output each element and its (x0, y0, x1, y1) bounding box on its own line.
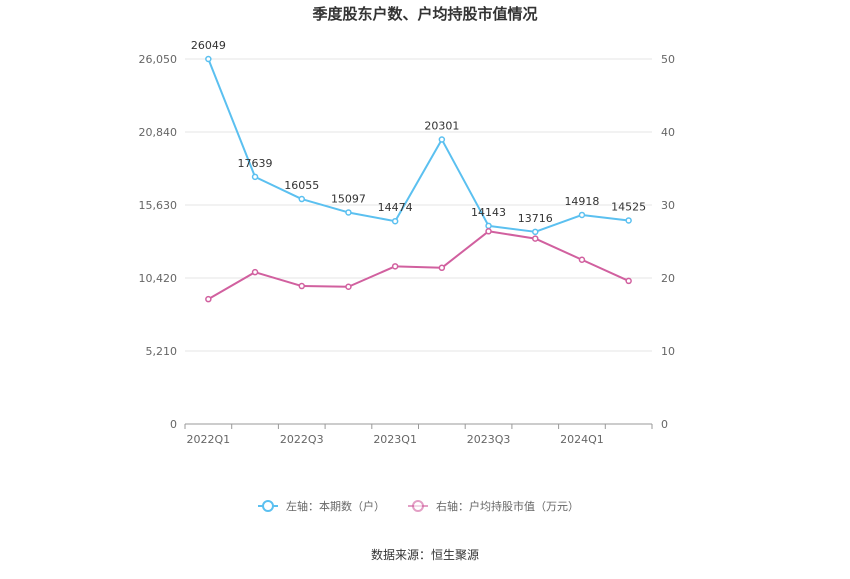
data-label: 17639 (238, 157, 273, 170)
legend-item-1[interactable]: 左轴：本期数（户） (258, 499, 385, 513)
y-left-tick-label: 26,050 (139, 53, 178, 66)
y-right-tick-label: 30 (661, 199, 675, 212)
legend-label: 右轴：户均持股市值（万元） (436, 499, 579, 513)
legend[interactable]: 左轴：本期数（户） 右轴：户均持股市值（万元） (258, 499, 579, 513)
data-label: 13716 (518, 212, 553, 225)
series-2-point (391, 263, 399, 270)
series-1-point (391, 217, 399, 225)
series-line-1 (207, 58, 629, 233)
data-label: 14918 (564, 195, 599, 208)
data-label: 15097 (331, 192, 366, 205)
x-tick-label: 2024Q1 (560, 433, 604, 446)
legend-item-2[interactable]: 右轴：户均持股市值（万元） (408, 499, 579, 513)
x-tick-label: 2023Q3 (467, 433, 511, 446)
y-right-tick-label: 50 (661, 53, 675, 66)
series-1-point (578, 211, 586, 219)
series-1-point (251, 173, 259, 181)
series-1-point (625, 217, 632, 224)
series-2-point (438, 264, 446, 272)
series-2-point (625, 277, 632, 285)
axes: 0 5,210 10,420 15,630 20,840 26,050 0 10 20 30 40 5… (139, 53, 676, 446)
data-label: 14525 (611, 200, 646, 213)
series-line-2 (207, 230, 630, 301)
series-2-point (205, 295, 212, 303)
series-1-point (298, 195, 305, 203)
x-tick-label: 2022Q3 (280, 433, 324, 446)
data-label: 20301 (424, 120, 459, 133)
y-right-tick-label: 10 (661, 345, 675, 358)
plot-area (205, 55, 632, 303)
data-labels: 26049 17639 16055 15097 14474 20301 14143 13716… (191, 39, 646, 225)
series-2-point (485, 228, 492, 235)
data-label: 14143 (471, 206, 506, 219)
series-1-point (205, 55, 212, 63)
y-right-tick-label: 0 (661, 418, 668, 431)
grid-lines (185, 58, 652, 352)
y-left-tick-label: 10,420 (139, 272, 178, 285)
chart-title: 季度股东户数、户均持股市值情况 (312, 5, 537, 23)
series-2-point (298, 282, 305, 290)
legend-marker (412, 500, 424, 512)
series-1-point (345, 209, 352, 216)
y-left-tick-label: 5,210 (146, 345, 178, 358)
series-1-point (532, 228, 539, 236)
data-label: 26049 (191, 39, 226, 52)
source-text: 数据来源：恒生聚源 (371, 547, 479, 562)
y-right-tick-label: 20 (661, 272, 675, 285)
series-2-point (345, 283, 352, 291)
y-left-tick-label: 20,840 (139, 126, 178, 139)
y-left-tick-label: 0 (170, 418, 177, 431)
y-right-tick-label: 40 (661, 126, 675, 139)
data-label: 14474 (378, 201, 413, 214)
data-label: 16055 (284, 179, 319, 192)
x-tick-label: 2022Q1 (187, 433, 231, 446)
series-2-point (532, 235, 539, 242)
legend-label: 左轴：本期数（户） (286, 499, 385, 513)
series-2-point (251, 268, 259, 276)
y-left-tick-label: 15,630 (139, 199, 178, 212)
x-tick-label: 2023Q1 (373, 433, 417, 446)
series-1-point (438, 136, 446, 143)
legend-marker (262, 500, 274, 512)
series-2-point (578, 256, 586, 263)
series-1-point (485, 222, 492, 230)
